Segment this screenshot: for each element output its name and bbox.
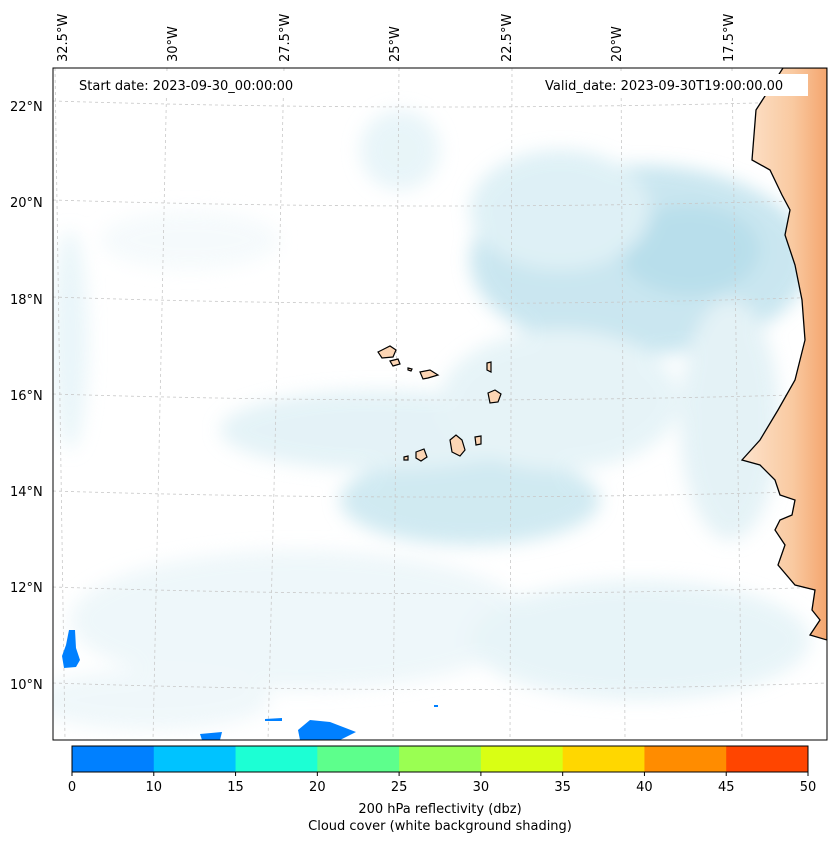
reflectivity-patch-south-1 [298, 720, 356, 740]
colorbar-tick-label: 0 [68, 780, 76, 795]
colorbar: 0 10 15 20 25 30 35 40 45 50 [68, 745, 817, 795]
lat-label-16n: 16°N [10, 389, 43, 404]
colorbar-segment [726, 746, 809, 772]
island-sao-vicente [389, 358, 401, 367]
colorbar-tick-label: 15 [227, 780, 244, 795]
island-santa-luzia [407, 367, 413, 372]
colorbar-tick-label: 30 [473, 780, 490, 795]
lat-label-20n: 20°N [10, 196, 43, 211]
valid-date-box [540, 74, 808, 96]
lat-label-22n: 22°N [10, 100, 43, 115]
lat-label-12n: 12°N [10, 581, 43, 596]
colorbar-border [71, 745, 809, 773]
island-maio [474, 435, 482, 446]
map-panel [53, 68, 827, 740]
colorbar-tick-label: 40 [636, 780, 653, 795]
island-fogo [415, 448, 428, 462]
island-sao-nicolau [419, 369, 440, 380]
lon-label-22-5w: 22.5°W [500, 14, 515, 62]
reflectivity-patch-west [62, 630, 80, 668]
colorbar-segment [644, 746, 727, 772]
reflectivity-patch-south-4 [434, 705, 438, 707]
colorbar-segment [72, 746, 155, 772]
colorbar-segment [317, 746, 400, 772]
lon-label-27-5w: 27.5°W [278, 14, 293, 62]
colorbar-segment [480, 746, 564, 772]
lon-label-17-5w: 17.5°W [722, 14, 737, 62]
colorbar-segment [235, 746, 318, 772]
lon-label-20w: 20°W [610, 26, 625, 62]
colorbar-label-line2: Cloud cover (white background shading) [308, 819, 572, 834]
lat-label-14n: 14°N [10, 485, 43, 500]
reflectivity-patch-south-3 [200, 732, 222, 740]
colorbar-label-line1: 200 hPa reflectivity (dbz) [358, 802, 521, 817]
island-santo-antao [377, 345, 397, 359]
cape-verde-islands [377, 345, 502, 462]
valid-date-label: Valid_date: 2023-09-30T19:00:00.00 [545, 79, 783, 94]
island-brava [403, 455, 409, 461]
map-border [52, 67, 828, 741]
longitude-labels: 32.5°W 30°W 27.5°W 25°W 22.5°W 20°W 17.5… [56, 14, 737, 62]
island-boa-vista [487, 389, 502, 404]
colorbar-segment [153, 746, 237, 772]
graticule [53, 68, 827, 740]
reflectivity-patch-south-2 [265, 718, 282, 721]
lon-label-32-5w: 32.5°W [56, 14, 71, 62]
colorbar-tick-label: 25 [391, 780, 408, 795]
lon-label-30w: 30°W [166, 26, 181, 62]
start-date-box [70, 74, 312, 96]
colorbar-tick-label: 20 [309, 780, 326, 795]
lat-label-18n: 18°N [10, 293, 43, 308]
colorbar-tick-label: 10 [146, 780, 163, 795]
colorbar-tick-label: 50 [800, 780, 817, 795]
colorbar-segment [399, 746, 482, 772]
colorbar-tick-label: 35 [554, 780, 571, 795]
reflectivity-patches [62, 630, 438, 740]
latitude-labels: 22°N 20°N 18°N 16°N 14°N 12°N 10°N [10, 100, 43, 693]
africa-coastline [740, 68, 827, 641]
colorbar-segment [562, 746, 645, 772]
start-date-label: Start date: 2023-09-30_00:00:00 [79, 79, 293, 94]
island-sal [486, 361, 492, 373]
lat-label-10n: 10°N [10, 678, 43, 693]
colorbar-tick-label: 45 [718, 780, 735, 795]
lon-label-25w: 25°W [388, 26, 403, 62]
island-santiago [449, 434, 466, 457]
